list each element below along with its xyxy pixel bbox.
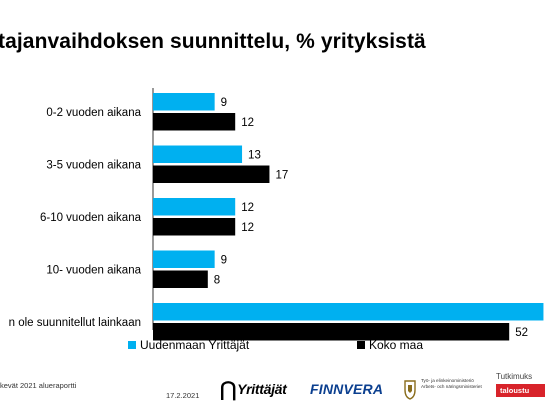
legend-label: Koko maa (369, 338, 423, 352)
finnvera-logo: FINNVERA (310, 381, 383, 397)
bar-koko-maa (153, 323, 510, 341)
slide-title: tajanvaihdoksen suunnittelu, % yrityksis… (0, 30, 426, 53)
bar-koko-maa (153, 113, 236, 131)
taloustutkimus-badge: taloustu (496, 384, 545, 397)
ministry-logo: Työ- ja elinkeinoministeriö Arbets- och … (402, 378, 482, 400)
bar-koko-maa (153, 218, 236, 236)
category-label: 6-10 vuoden aikana (40, 212, 142, 224)
data-label: 9 (221, 254, 227, 266)
footer-source-line-1: kevät 2021 alueraportti (0, 381, 77, 390)
bar-uusimaa (153, 250, 215, 268)
bar-uusimaa (153, 145, 243, 163)
category-label: 0-2 vuoden aikana (46, 107, 141, 119)
category-label: 10- vuoden aikana (46, 264, 141, 276)
bar-uusimaa (153, 303, 544, 321)
bar-chart: 0-2 vuoden aikana 9 12 3-5 vuoden aikana 13 1… (9, 88, 544, 352)
bar-koko-maa (153, 165, 270, 183)
bar-koko-maa (153, 270, 208, 288)
category-label: n ole suunnitellut lainkaan (9, 317, 141, 329)
data-label: 12 (241, 117, 254, 129)
ministry-name-fi: Työ- ja elinkeinoministeriö (421, 378, 474, 383)
data-label: 9 (221, 97, 227, 109)
ministry-name-sv: Arbets- och näringsministeriet (421, 384, 482, 389)
category-label: 3-5 vuoden aikana (46, 159, 141, 171)
finnvera-logo-text: FINNVERA (310, 381, 384, 397)
lion-crest-icon (404, 380, 416, 400)
data-label: 17 (275, 169, 288, 181)
legend-swatch (357, 341, 365, 349)
bar-uusimaa (153, 198, 236, 216)
yrittajat-logo-text: Yrittäjät (237, 381, 287, 397)
data-label: 52 (515, 327, 528, 339)
footer-date: 17.2.2021 (166, 391, 200, 400)
yrittajat-logo: ⋂ Yrittäjät (220, 378, 287, 401)
data-label: 8 (214, 274, 220, 286)
footer-source: kevät 2021 alueraportti (0, 380, 76, 391)
tutkimus-logo-text: Tutkimuks (496, 372, 533, 381)
data-label: 13 (248, 149, 261, 161)
yrittajat-mark-icon: ⋂ (220, 378, 237, 401)
legend-label: Uudenmaan Yrittäjät (140, 338, 250, 352)
legend-swatch (128, 341, 136, 349)
data-label: 12 (241, 222, 254, 234)
tutkimus-logo: Tutkimuks taloustu (496, 372, 545, 397)
data-label: 12 (241, 202, 254, 214)
bar-uusimaa (153, 93, 215, 111)
